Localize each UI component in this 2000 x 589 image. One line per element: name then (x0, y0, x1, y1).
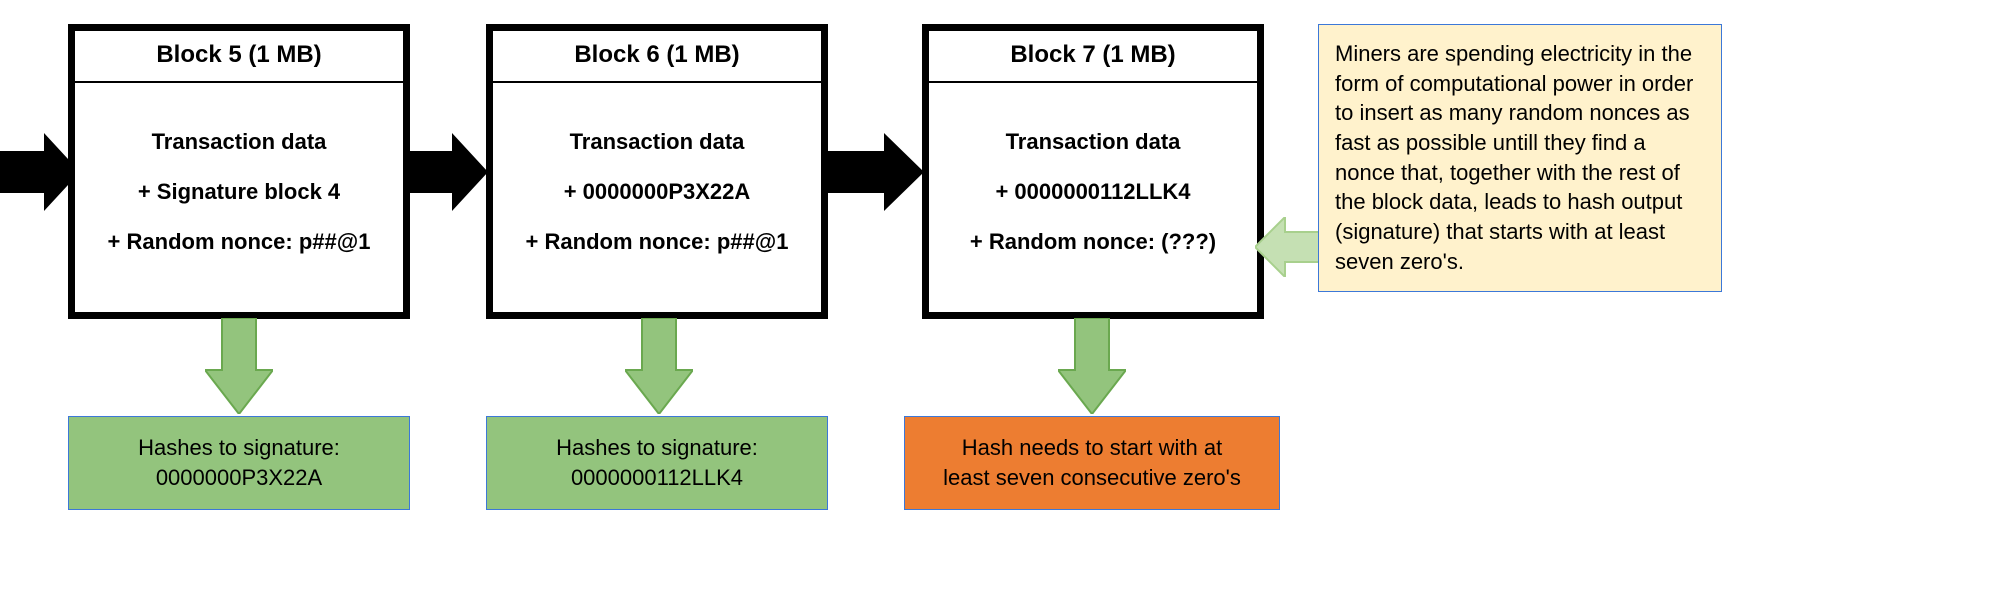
block6-line2: + 0000000P3X22A (511, 179, 803, 205)
miners-callout: Miners are spending electricity in the f… (1318, 24, 1722, 292)
hash-box-block6: Hashes to signature: 0000000112LLK4 (486, 416, 828, 510)
block5-line3: + Random nonce: p##@1 (93, 229, 385, 255)
down-arrow-block7 (1058, 318, 1126, 414)
block7-title: Block 7 (1 MB) (929, 31, 1257, 83)
down-arrow-block5 (205, 318, 273, 414)
block5-title: Block 5 (1 MB) (75, 31, 403, 83)
hash7-line1: Hash needs to start with at (925, 433, 1259, 463)
hash5-line1: Hashes to signature: (89, 433, 389, 463)
block6-line3: + Random nonce: p##@1 (511, 229, 803, 255)
block5-line2: + Signature block 4 (93, 179, 385, 205)
block7-line1: Transaction data (947, 129, 1239, 155)
down-arrow-block6 (625, 318, 693, 414)
block5-body: Transaction data + Signature block 4 + R… (75, 83, 403, 301)
block6-body: Transaction data + 0000000P3X22A + Rando… (493, 83, 821, 301)
hash-box-block7: Hash needs to start with at least seven … (904, 416, 1280, 510)
hash7-line2: least seven consecutive zero's (925, 463, 1259, 493)
hash5-line2: 0000000P3X22A (89, 463, 389, 493)
block5: Block 5 (1 MB) Transaction data + Signat… (68, 24, 410, 319)
block7-body: Transaction data + 0000000112LLK4 + Rand… (929, 83, 1257, 301)
block5-line1: Transaction data (93, 129, 385, 155)
callout-arrow-icon (1255, 217, 1325, 277)
arrow-block5-to-block6 (408, 133, 488, 211)
arrow-block6-to-block7 (826, 133, 924, 211)
hash6-line1: Hashes to signature: (507, 433, 807, 463)
block6-line1: Transaction data (511, 129, 803, 155)
block7: Block 7 (1 MB) Transaction data + 000000… (922, 24, 1264, 319)
block7-line2: + 0000000112LLK4 (947, 179, 1239, 205)
block6: Block 6 (1 MB) Transaction data + 000000… (486, 24, 828, 319)
block7-line3: + Random nonce: (???) (947, 229, 1239, 255)
hash6-line2: 0000000112LLK4 (507, 463, 807, 493)
block6-title: Block 6 (1 MB) (493, 31, 821, 83)
miners-callout-text: Miners are spending electricity in the f… (1335, 41, 1693, 274)
hash-box-block5: Hashes to signature: 0000000P3X22A (68, 416, 410, 510)
